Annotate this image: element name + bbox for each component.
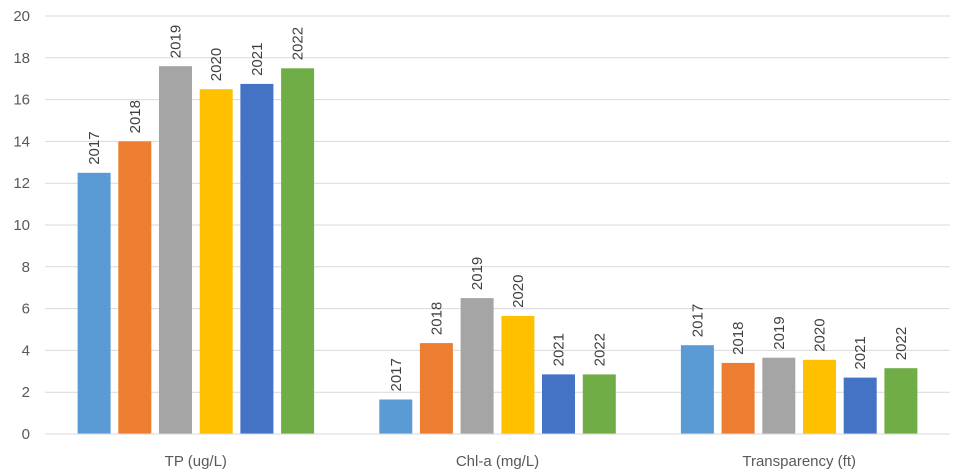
bar — [582, 374, 616, 434]
y-tick-label: 20 — [13, 8, 30, 25]
bar — [379, 399, 413, 434]
data-label: 2021 — [551, 333, 568, 366]
data-label: 2022 — [893, 327, 910, 360]
data-label: 2018 — [730, 322, 747, 355]
bar — [159, 66, 192, 434]
bar — [240, 83, 274, 435]
data-label: 2017 — [388, 358, 405, 391]
data-label: 2019 — [168, 25, 185, 58]
bar — [762, 357, 796, 434]
y-tick-label: 8 — [22, 259, 30, 276]
bar — [460, 298, 494, 434]
y-tick-label: 12 — [13, 175, 30, 192]
y-tick-label: 16 — [13, 92, 30, 109]
data-label: 2017 — [689, 304, 706, 337]
y-tick-label: 10 — [13, 217, 30, 234]
bar — [680, 345, 714, 434]
x-category-label: Transparency (ft) — [742, 453, 856, 470]
data-label: 2019 — [469, 257, 486, 290]
y-axis: 0 2 4 6 8 10 12 14 16 18 20 — [13, 8, 30, 443]
data-label: 2021 — [852, 336, 869, 369]
y-tick-label: 2 — [22, 384, 30, 401]
bar — [118, 141, 152, 434]
data-labels: 2017 2018 2019 2020 2021 2022 2017 2018 2019 2020… — [86, 25, 910, 392]
data-label: 2022 — [290, 27, 307, 60]
bar — [281, 68, 315, 435]
y-tick-label: 18 — [13, 50, 30, 67]
data-label: 2020 — [812, 318, 829, 351]
y-tick-label: 6 — [22, 301, 30, 318]
x-category-label: Chl-a (mg/L) — [456, 453, 539, 470]
bar — [843, 377, 877, 434]
data-label: 2019 — [771, 316, 788, 349]
data-label: 2020 — [208, 48, 225, 81]
y-tick-label: 4 — [22, 342, 30, 359]
data-label: 2017 — [86, 131, 103, 164]
y-tick-label: 14 — [13, 133, 30, 150]
bar — [199, 89, 233, 434]
bar — [803, 359, 836, 434]
bars — [77, 66, 918, 435]
bar — [884, 368, 918, 434]
bar — [419, 343, 453, 434]
bar — [542, 374, 575, 434]
data-label: 2021 — [249, 43, 266, 76]
data-label: 2018 — [428, 302, 445, 335]
y-tick-label: 0 — [22, 426, 30, 443]
data-label: 2022 — [591, 333, 608, 366]
data-label: 2018 — [127, 100, 144, 133]
bar — [501, 315, 535, 434]
data-label: 2020 — [510, 275, 527, 308]
x-category-label: TP (ug/L) — [165, 453, 227, 470]
x-axis: TP (ug/L) Chl-a (mg/L) Transparency (ft) — [45, 433, 950, 470]
bar — [77, 172, 111, 435]
gridlines — [45, 15, 950, 393]
bar — [721, 362, 755, 434]
